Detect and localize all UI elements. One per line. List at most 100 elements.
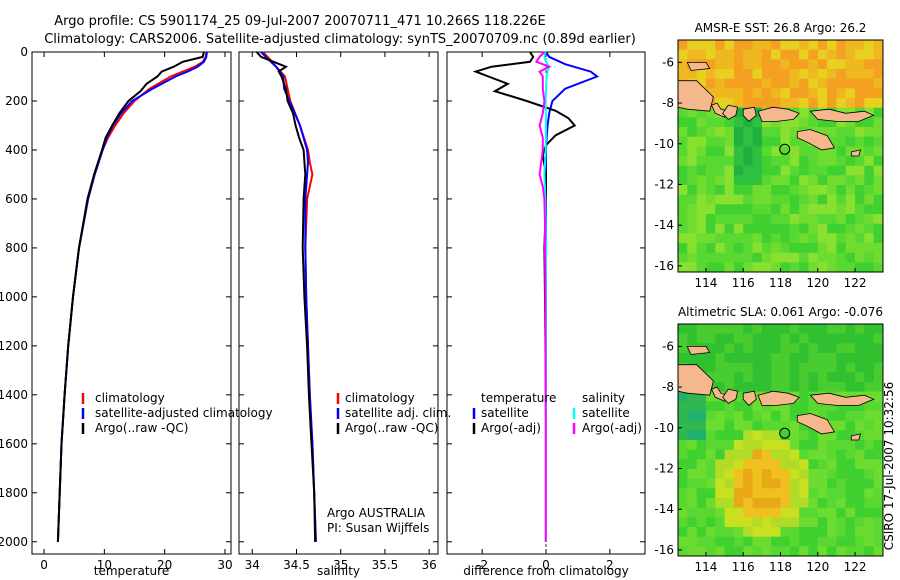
map-y-tick-label: -8 [662, 96, 674, 110]
map-cell [789, 324, 800, 335]
map-cell [705, 324, 716, 335]
map-cell [696, 391, 707, 402]
map-cell [845, 517, 856, 528]
map-cell [687, 449, 698, 460]
series-line-argo-raw-qc- [255, 51, 317, 542]
map-cell [771, 488, 781, 499]
map-cell [827, 478, 837, 489]
map-cell [855, 252, 865, 263]
map-cell [761, 353, 772, 364]
map-cell [715, 382, 725, 393]
map-cell [799, 88, 809, 99]
map-cell [799, 223, 809, 234]
map-cell [678, 469, 688, 480]
land-polygon [742, 106, 757, 122]
map-cell [836, 536, 847, 547]
map-cell [817, 252, 828, 263]
map-cell [817, 430, 828, 441]
map-cell [705, 507, 716, 518]
map-cell [687, 262, 698, 273]
map-cell [845, 420, 856, 431]
map-cell [724, 194, 735, 205]
map-cell [696, 498, 707, 509]
map-cell [771, 88, 781, 99]
map-cell [761, 498, 772, 509]
map-cell [715, 59, 725, 70]
map-cell [817, 194, 828, 205]
map-cell [743, 430, 753, 441]
map-cell [799, 156, 809, 167]
map-cell [808, 449, 819, 460]
map-cell [827, 498, 837, 509]
map-cell [799, 449, 809, 460]
map-cell [780, 362, 791, 373]
map-cell [705, 333, 716, 344]
map-cell [873, 324, 884, 335]
map-cell [864, 69, 875, 80]
map-cell [799, 262, 809, 273]
map-cell [678, 411, 688, 422]
map-cell [845, 430, 856, 441]
map-cell [678, 517, 688, 528]
x-tick-label: 30 [217, 558, 232, 572]
map-cell [705, 252, 716, 263]
map-cell [696, 214, 707, 225]
map-cell [864, 420, 875, 431]
map-cell [864, 165, 875, 176]
map-cell [705, 243, 716, 254]
map-cell [733, 156, 744, 167]
map-cell [827, 546, 837, 557]
map-cell [799, 324, 809, 335]
map-cell [780, 88, 791, 99]
map-cell [771, 353, 781, 364]
map-cell [817, 88, 828, 99]
map-cell [827, 430, 837, 441]
map-cell [761, 469, 772, 480]
map-cell [845, 527, 856, 538]
map-cell [827, 136, 837, 147]
map-cell [771, 117, 781, 128]
map-cell [715, 185, 725, 196]
map-cell [836, 243, 847, 254]
map-cell [836, 185, 847, 196]
map-cell [827, 440, 837, 451]
map-cell [724, 223, 735, 234]
map-cell [864, 353, 875, 364]
map-cell [799, 536, 809, 547]
map-cell [771, 449, 781, 460]
map-cell [836, 223, 847, 234]
map-cell [845, 223, 856, 234]
map-cell [687, 498, 698, 509]
map-cell [780, 488, 791, 499]
map-cell [808, 156, 819, 167]
argo-program-annotation: Argo AUSTRALIA [327, 506, 426, 520]
map-cell [827, 117, 837, 128]
map-cell [761, 98, 772, 109]
map-cell [845, 411, 856, 422]
map-cell [743, 88, 753, 99]
map-cell [705, 391, 716, 402]
map-cell [817, 527, 828, 538]
map-cell [715, 478, 725, 489]
map-cell [799, 353, 809, 364]
map-cell [724, 372, 735, 383]
map-cell [678, 69, 688, 80]
map-cell [761, 517, 772, 528]
map-cell [873, 527, 884, 538]
map-cell [789, 333, 800, 344]
map-cell [808, 175, 819, 186]
map-cell [845, 343, 856, 354]
map-cell [752, 478, 763, 489]
map-cell [743, 333, 753, 344]
map-cell [808, 324, 819, 335]
map-cell [873, 469, 884, 480]
map-cell [817, 478, 828, 489]
map-cell [855, 324, 865, 335]
map-cell [845, 459, 856, 470]
land-polygon [809, 392, 875, 406]
map-cell [724, 333, 735, 344]
map-cell [678, 146, 688, 157]
map-cell [696, 527, 707, 538]
map-cell [845, 204, 856, 215]
map-cell [752, 420, 763, 431]
